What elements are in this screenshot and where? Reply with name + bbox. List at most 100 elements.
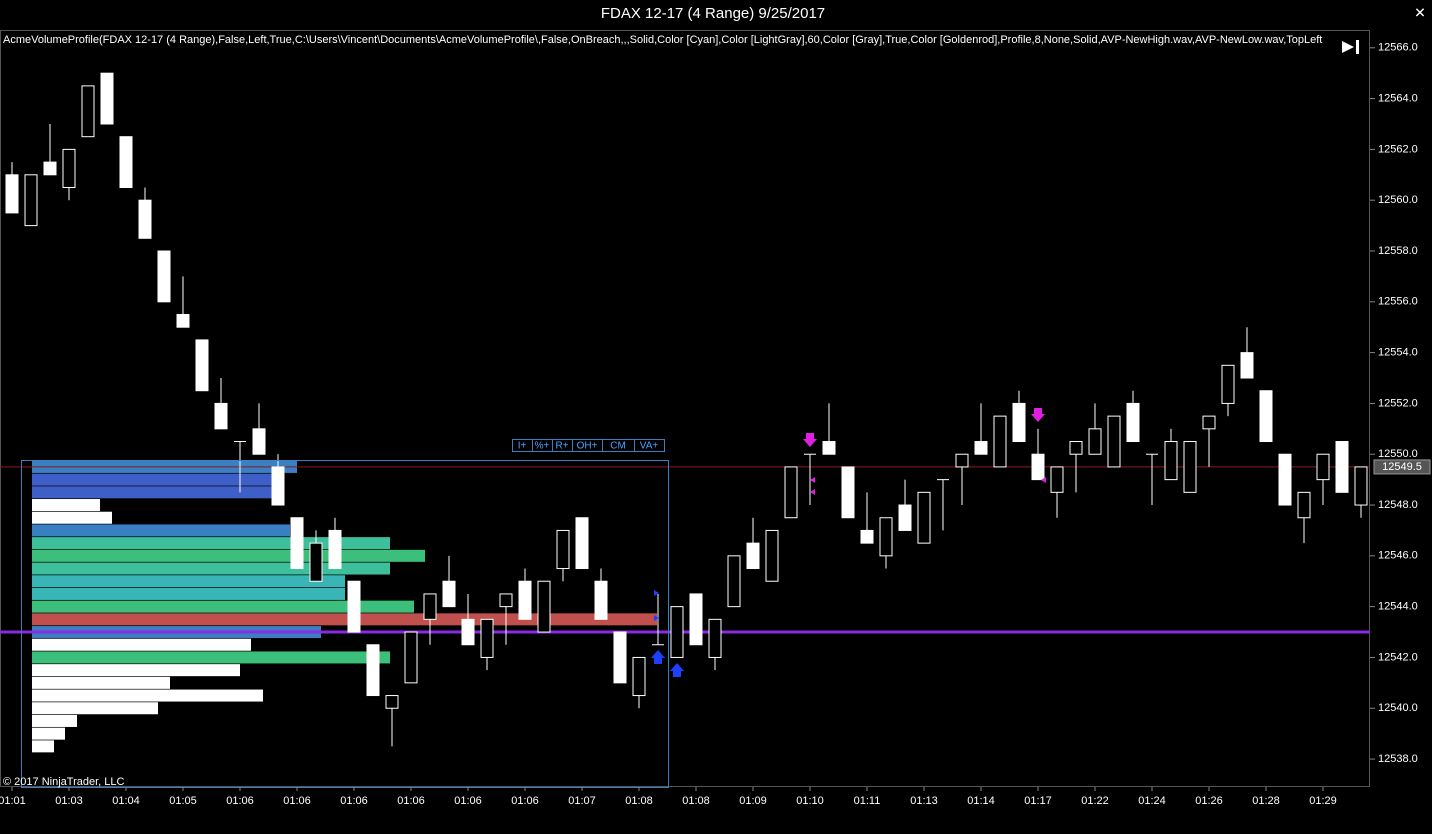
- candle-body: [1202, 415, 1216, 430]
- profile-bar: [32, 664, 240, 677]
- candle-body: [613, 631, 627, 684]
- play-button[interactable]: [1342, 40, 1359, 54]
- y-tick-label: 12558.0: [1378, 245, 1418, 257]
- x-tick-label: 01:29: [1309, 795, 1337, 807]
- candle-body: [993, 415, 1007, 468]
- candle-body: [214, 402, 228, 430]
- last-price-label: 12549.5: [1382, 461, 1422, 473]
- signal-arrow: [803, 433, 817, 447]
- candle-body: [556, 529, 570, 570]
- x-tick-label: 01:13: [910, 795, 938, 807]
- profile-button-label[interactable]: I+: [518, 441, 527, 452]
- y-tick-label: 12540.0: [1378, 702, 1418, 714]
- profile-bar: [32, 651, 390, 664]
- candle-body: [784, 466, 798, 519]
- x-tick-label: 01:06: [283, 795, 311, 807]
- profile-button-label[interactable]: CM: [610, 441, 626, 452]
- candle-body: [765, 529, 779, 582]
- profile-bar: [32, 638, 251, 651]
- candle-body: [1088, 428, 1102, 455]
- x-tick-label: 01:11: [854, 795, 881, 807]
- profile-bar: [32, 511, 112, 524]
- candle-body: [499, 593, 513, 608]
- profile-button[interactable]: [634, 439, 665, 452]
- candle-body: [5, 174, 19, 214]
- candle-body: [1354, 466, 1368, 506]
- candle-body: [917, 491, 931, 544]
- profile-bar: [32, 473, 278, 486]
- signal-arrow: [651, 650, 665, 664]
- x-tick-label: 01:28: [1252, 795, 1280, 807]
- candle-body: [309, 542, 323, 582]
- y-tick-label: 12560.0: [1378, 194, 1418, 206]
- candle-body: [1183, 441, 1197, 493]
- x-tick-label: 01:06: [397, 795, 425, 807]
- y-tick-label: 12546.0: [1378, 550, 1418, 562]
- candle-body: [632, 656, 646, 697]
- candle-body: [366, 644, 380, 697]
- x-tick-label: 01:05: [169, 795, 197, 807]
- candle-body: [138, 199, 152, 239]
- x-tick-label: 01:17: [1024, 795, 1052, 807]
- candle-body: [461, 618, 475, 646]
- profile-button-label[interactable]: VA+: [640, 441, 659, 452]
- profile-bar: [32, 714, 77, 727]
- candle-body: [1221, 364, 1235, 404]
- candle-body: [879, 517, 893, 557]
- profile-bar: [32, 499, 100, 512]
- candle-body: [195, 339, 209, 392]
- candle-body: [1164, 441, 1178, 481]
- candle-body: [119, 136, 133, 188]
- x-tick-label: 01:22: [1081, 795, 1109, 807]
- x-tick-label: 01:04: [112, 795, 140, 807]
- plot-border: [0, 30, 1370, 787]
- signal-arrow: [670, 663, 684, 677]
- profile-bar: [32, 600, 414, 613]
- marker: [654, 590, 659, 621]
- candle-body: [1259, 390, 1273, 443]
- candle-body: [689, 593, 703, 646]
- candle-body: [480, 618, 494, 658]
- profile-bar: [32, 575, 345, 588]
- candle-body: [1012, 402, 1026, 443]
- candle-body: [442, 580, 456, 608]
- y-tick-label: 12544.0: [1378, 601, 1418, 613]
- profile-bar: [32, 549, 425, 562]
- candle-body: [271, 466, 285, 506]
- profile-bar: [32, 486, 278, 499]
- x-tick-label: 01:06: [226, 795, 254, 807]
- profile-bar: [32, 740, 54, 753]
- profile-bar: [32, 524, 290, 537]
- y-tick-label: 12552.0: [1378, 397, 1418, 409]
- candle-body: [822, 441, 836, 455]
- signal-arrow: [1031, 408, 1045, 422]
- profile-button-label[interactable]: R+: [555, 441, 568, 452]
- candle-body: [252, 428, 266, 455]
- candle-body: [404, 631, 418, 684]
- candle-body: [1335, 441, 1349, 493]
- x-tick-label: 01:10: [796, 795, 824, 807]
- y-tick-label: 12550.0: [1378, 448, 1418, 460]
- candle-body: [100, 72, 114, 125]
- candle-body: [708, 618, 722, 658]
- x-tick-label: 01:03: [55, 795, 83, 807]
- plot-area: AcmeVolumeProfile(FDAX 12-17 (4 Range),F…: [0, 34, 1370, 753]
- candle-body: [385, 695, 399, 709]
- candle-body: [157, 250, 171, 303]
- candle-body: [62, 148, 76, 188]
- close-button[interactable]: ✕: [1414, 5, 1426, 21]
- copyright: © 2017 NinjaTrader, LLC: [3, 776, 124, 788]
- profile-box: [21, 460, 669, 788]
- profile-bar: [32, 689, 263, 702]
- candle-body: [1126, 402, 1140, 443]
- candle-body: [518, 580, 532, 620]
- profile-button-label[interactable]: OH+: [577, 441, 598, 452]
- candle-body: [1050, 466, 1064, 493]
- candle-body: [347, 580, 361, 633]
- profile-button-label[interactable]: %+: [535, 441, 550, 452]
- x-tick-label: 01:07: [568, 795, 596, 807]
- candle-body: [24, 174, 38, 227]
- x-tick-label: 01:06: [511, 795, 539, 807]
- y-tick-label: 12538.0: [1378, 753, 1418, 765]
